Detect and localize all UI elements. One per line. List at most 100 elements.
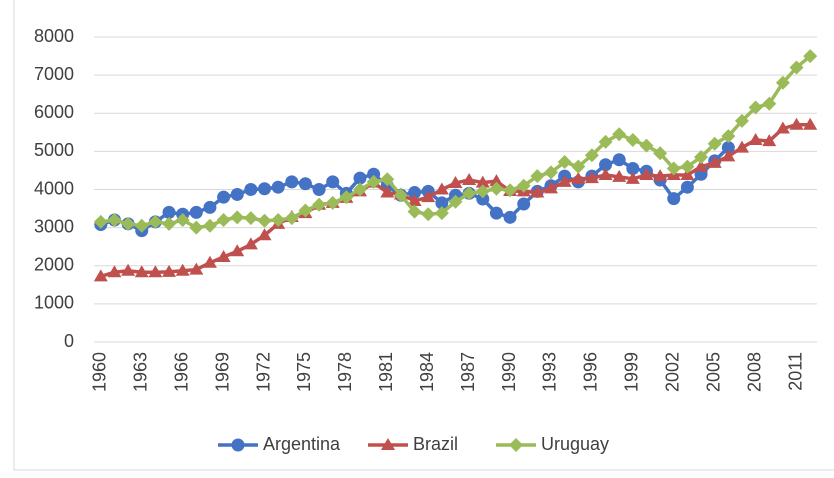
- marker: [216, 249, 231, 262]
- marker: [653, 146, 668, 161]
- marker: [134, 218, 149, 233]
- marker: [325, 195, 340, 210]
- marker: [803, 49, 818, 64]
- marker: [203, 200, 217, 214]
- y-tick-label: 1000: [34, 293, 74, 313]
- x-tick-label: 1972: [253, 352, 273, 392]
- marker: [189, 220, 204, 235]
- marker: [148, 265, 163, 278]
- marker: [543, 181, 558, 194]
- marker: [612, 127, 627, 142]
- marker: [408, 186, 422, 200]
- marker: [421, 207, 436, 222]
- marker: [475, 175, 490, 188]
- y-tick-label: 8000: [34, 26, 74, 46]
- legend-item: Uruguay: [496, 434, 609, 454]
- marker: [339, 190, 354, 205]
- marker: [626, 162, 640, 176]
- marker: [393, 188, 408, 203]
- x-tick-label: 1960: [90, 352, 110, 392]
- marker: [612, 153, 626, 167]
- marker: [271, 213, 286, 227]
- chart-border: [13, 0, 834, 471]
- y-tick-label: 0: [64, 331, 74, 351]
- marker: [258, 182, 272, 196]
- marker: [217, 190, 231, 204]
- x-tick-label: 1966: [171, 352, 191, 392]
- marker: [407, 204, 422, 219]
- marker: [448, 194, 463, 209]
- marker: [189, 205, 203, 219]
- marker: [93, 214, 108, 229]
- marker: [367, 167, 381, 181]
- marker: [775, 75, 790, 90]
- marker: [462, 172, 477, 185]
- x-tick-label: 2002: [663, 352, 683, 392]
- marker: [762, 96, 777, 111]
- x-tick-label: 1987: [458, 352, 478, 392]
- marker: [543, 165, 558, 180]
- marker: [584, 171, 599, 184]
- marker: [489, 206, 503, 220]
- marker: [121, 263, 136, 276]
- marker: [271, 180, 285, 194]
- marker: [653, 169, 668, 182]
- marker: [571, 171, 586, 184]
- legend-label: Uruguay: [541, 434, 609, 454]
- marker: [298, 203, 313, 218]
- marker: [516, 178, 531, 193]
- marker: [789, 117, 804, 130]
- marker: [489, 174, 504, 187]
- marker: [598, 168, 613, 181]
- marker: [612, 169, 627, 182]
- marker: [353, 182, 368, 197]
- marker: [298, 177, 312, 191]
- marker: [134, 265, 149, 278]
- legend-label: Argentina: [263, 434, 341, 454]
- marker: [530, 169, 545, 184]
- marker: [748, 100, 763, 115]
- marker: [707, 155, 722, 168]
- marker: [666, 161, 681, 176]
- marker: [284, 211, 299, 226]
- marker: [639, 138, 654, 153]
- marker: [734, 113, 749, 128]
- marker: [680, 159, 695, 174]
- marker: [407, 193, 422, 206]
- marker: [748, 132, 763, 145]
- marker: [230, 244, 245, 257]
- marker: [625, 171, 640, 184]
- marker: [244, 183, 258, 196]
- y-tick-label: 5000: [34, 140, 74, 160]
- marker: [435, 196, 449, 210]
- marker: [175, 213, 190, 227]
- marker: [230, 210, 245, 225]
- marker: [243, 237, 258, 250]
- marker: [243, 211, 258, 226]
- marker: [680, 168, 695, 181]
- marker: [734, 140, 749, 153]
- marker: [434, 182, 449, 195]
- y-tick-label: 6000: [34, 102, 74, 122]
- marker: [162, 264, 177, 277]
- marker: [353, 171, 367, 185]
- marker: [216, 213, 231, 227]
- y-tick-label: 7000: [34, 64, 74, 84]
- marker: [599, 158, 613, 172]
- legend-marker: [509, 438, 523, 452]
- marker: [667, 192, 681, 206]
- y-tick-label: 3000: [34, 216, 74, 236]
- marker: [694, 150, 709, 165]
- marker: [121, 216, 136, 231]
- marker: [762, 134, 777, 147]
- marker: [571, 159, 586, 174]
- marker: [148, 214, 163, 229]
- marker: [380, 185, 395, 198]
- marker: [584, 148, 599, 163]
- marker: [462, 186, 477, 201]
- marker: [503, 210, 517, 224]
- marker: [107, 265, 122, 278]
- marker: [380, 172, 395, 187]
- y-tick-label: 4000: [34, 178, 74, 198]
